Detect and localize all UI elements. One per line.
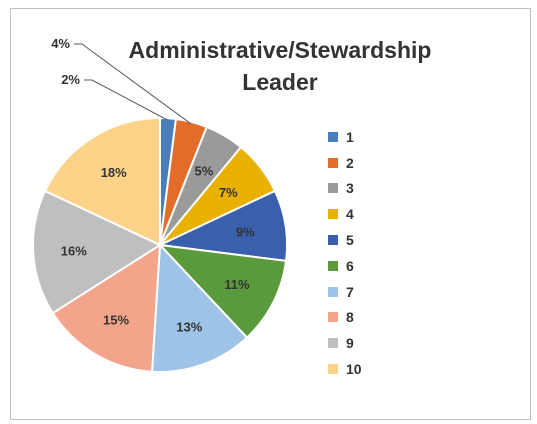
- legend-label-5: 5: [346, 232, 354, 249]
- leader-line-2: [74, 43, 192, 125]
- data-label-3: 5%: [195, 164, 214, 179]
- legend-item-3: 3: [328, 176, 362, 202]
- legend-swatch-5: [328, 235, 338, 246]
- pie-slice-8: [51, 243, 162, 373]
- data-label-5: 9%: [236, 224, 255, 239]
- pie-slice-10: [43, 116, 161, 247]
- legend-swatch-6: [328, 260, 338, 271]
- legend-swatch-8: [328, 312, 338, 323]
- data-label-9: 16%: [61, 243, 87, 258]
- legend-item-9: 9: [328, 330, 362, 356]
- data-label-1: 2%: [61, 72, 80, 87]
- chart-legend: 1 2 3 4 5 6 7 8 9 10: [328, 124, 362, 382]
- data-label-2: 4%: [51, 36, 70, 51]
- legend-label-7: 7: [346, 283, 354, 300]
- data-label-10: 18%: [101, 165, 127, 180]
- legend-item-8: 8: [328, 305, 362, 331]
- legend-item-10: 10: [328, 356, 362, 382]
- legend-swatch-4: [328, 209, 338, 220]
- legend-label-10: 10: [346, 361, 362, 378]
- legend-swatch-7: [328, 286, 338, 297]
- data-label-7: 13%: [176, 319, 202, 334]
- legend-item-1: 1: [328, 124, 362, 150]
- data-label-4: 7%: [219, 185, 238, 200]
- data-label-6: 11%: [224, 277, 250, 292]
- legend-item-5: 5: [328, 227, 362, 253]
- legend-label-8: 8: [346, 309, 354, 326]
- legend-item-7: 7: [328, 279, 362, 305]
- legend-swatch-3: [328, 183, 338, 194]
- legend-swatch-1: [328, 131, 338, 142]
- legend-label-1: 1: [346, 128, 354, 145]
- pie-slice-6: [157, 243, 288, 339]
- legend-swatch-9: [328, 338, 338, 349]
- chart-title: Administrative/Stewardship Leader: [60, 34, 500, 98]
- legend-item-6: 6: [328, 253, 362, 279]
- data-label-8: 15%: [103, 312, 129, 327]
- pie-slice-9: [32, 189, 163, 315]
- legend-item-2: 2: [328, 150, 362, 176]
- legend-label-6: 6: [346, 257, 354, 274]
- legend-label-3: 3: [346, 180, 354, 197]
- leader-line-1: [84, 79, 169, 121]
- legend-swatch-10: [328, 364, 338, 375]
- legend-label-2: 2: [346, 154, 354, 171]
- legend-swatch-2: [328, 157, 338, 168]
- chart-title-line-1: Administrative/Stewardship: [128, 37, 432, 63]
- chart-title-line-2: Leader: [242, 69, 318, 95]
- legend-label-4: 4: [346, 206, 354, 223]
- legend-label-9: 9: [346, 335, 354, 352]
- pie-slice-7: [150, 242, 249, 373]
- legend-item-4: 4: [328, 201, 362, 227]
